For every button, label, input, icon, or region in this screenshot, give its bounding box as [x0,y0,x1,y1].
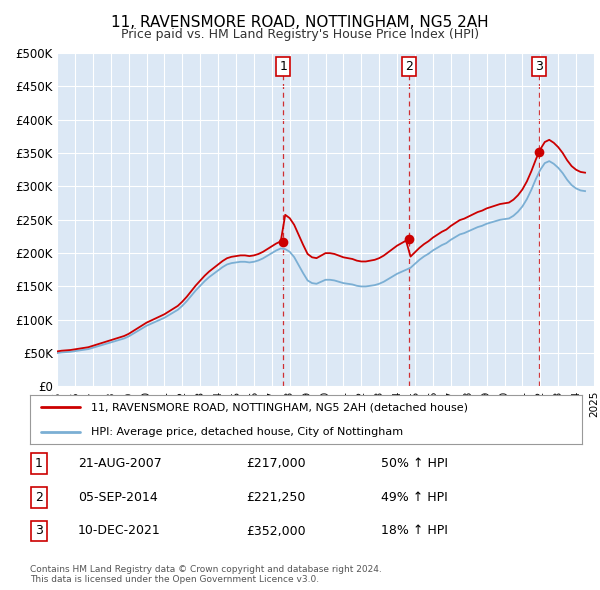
Text: 18% ↑ HPI: 18% ↑ HPI [381,525,448,537]
Text: Contains HM Land Registry data © Crown copyright and database right 2024.
This d: Contains HM Land Registry data © Crown c… [30,565,382,584]
Text: £217,000: £217,000 [246,457,305,470]
Text: Price paid vs. HM Land Registry's House Price Index (HPI): Price paid vs. HM Land Registry's House … [121,28,479,41]
Text: 10-DEC-2021: 10-DEC-2021 [78,525,161,537]
Text: 1: 1 [35,457,43,470]
Text: 3: 3 [35,525,43,537]
Text: 05-SEP-2014: 05-SEP-2014 [78,491,158,504]
Text: 21-AUG-2007: 21-AUG-2007 [78,457,162,470]
Text: 2: 2 [405,60,413,73]
Text: 2: 2 [35,491,43,504]
Text: 50% ↑ HPI: 50% ↑ HPI [381,457,448,470]
Text: 1: 1 [280,60,287,73]
Text: HPI: Average price, detached house, City of Nottingham: HPI: Average price, detached house, City… [91,427,403,437]
Text: 11, RAVENSMORE ROAD, NOTTINGHAM, NG5 2AH: 11, RAVENSMORE ROAD, NOTTINGHAM, NG5 2AH [111,15,489,30]
Text: £221,250: £221,250 [246,491,305,504]
Text: 49% ↑ HPI: 49% ↑ HPI [381,491,448,504]
Text: 3: 3 [535,60,543,73]
Text: £352,000: £352,000 [246,525,305,537]
Text: 11, RAVENSMORE ROAD, NOTTINGHAM, NG5 2AH (detached house): 11, RAVENSMORE ROAD, NOTTINGHAM, NG5 2AH… [91,402,468,412]
